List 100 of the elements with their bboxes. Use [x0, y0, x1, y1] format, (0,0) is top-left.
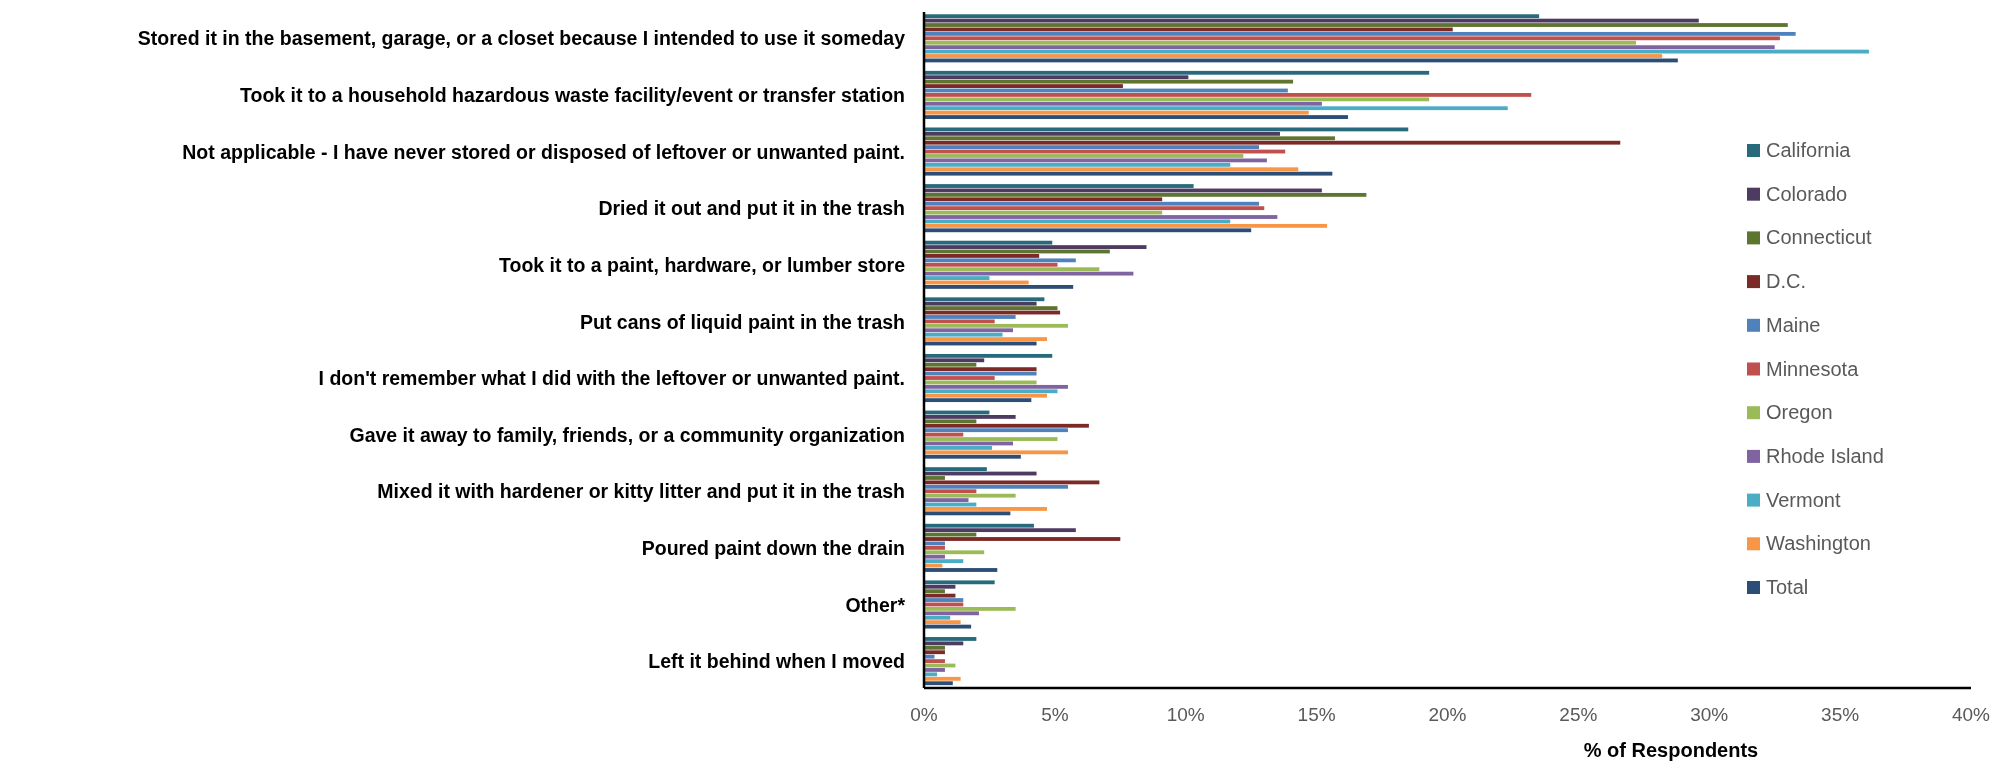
bar: [924, 315, 1016, 319]
bar: [924, 523, 1034, 528]
bar: [924, 136, 1335, 141]
bar: [924, 423, 1089, 428]
legend-label: Connecticut: [1766, 226, 1873, 249]
y-tick-label: Mixed it with hardener or kitty litter and put it in the trash: [377, 480, 905, 503]
y-tick-label: Left it behind when I moved: [648, 650, 905, 673]
bar: [924, 428, 1068, 433]
bar: [924, 358, 985, 363]
bar: [924, 197, 1163, 202]
y-tick-label: Dried it out and put it in the trash: [598, 197, 905, 220]
bar: [924, 528, 1076, 533]
bar: [924, 489, 977, 494]
bar: [924, 650, 945, 655]
bar: [924, 162, 1231, 167]
bar: [924, 511, 1011, 516]
bar: [924, 106, 1508, 111]
bar: [924, 31, 1796, 36]
bar: [924, 615, 951, 620]
bar: [924, 437, 1058, 441]
bar: [924, 127, 1409, 132]
legend-label: Washington: [1766, 532, 1871, 555]
bar: [924, 131, 1280, 136]
bar: [924, 184, 1194, 188]
y-tick-label: I don't remember what I did with the leftover or unwanted paint.: [318, 367, 905, 390]
bar: [924, 271, 1134, 276]
x-tick-label: 30%: [1690, 704, 1729, 725]
bar: [924, 154, 1244, 158]
y-tick-label: Other*: [845, 593, 906, 616]
bar: [924, 681, 953, 686]
bar: [924, 167, 1299, 172]
bar: [924, 201, 1260, 206]
bar: [924, 323, 1068, 328]
bar: [924, 262, 1058, 267]
bar: [924, 498, 969, 503]
bar: [924, 589, 945, 594]
bar: [924, 192, 1367, 197]
bar: [924, 550, 985, 555]
bar: [924, 337, 1048, 342]
bar: [924, 611, 979, 616]
bar: [924, 554, 945, 559]
bar: [924, 306, 1058, 311]
bar: [924, 376, 995, 380]
bar: [924, 476, 945, 480]
bar: [924, 101, 1322, 106]
bar: [924, 537, 1121, 541]
bar: [924, 215, 1278, 219]
legend-label: Rhode Island: [1766, 444, 1884, 467]
bar: [924, 45, 1775, 50]
bar: [924, 145, 1260, 150]
bar: [924, 110, 1309, 115]
bar: [924, 580, 995, 585]
bar: [924, 240, 1053, 245]
bar: [924, 584, 956, 589]
bar: [924, 97, 1430, 102]
bar: [924, 258, 1076, 263]
bar: [924, 624, 972, 629]
bar: [924, 301, 1037, 306]
x-axis-title: % of Respondents: [1583, 739, 1759, 761]
bar: [924, 454, 1021, 459]
bar: [924, 598, 964, 602]
bar: [924, 353, 1053, 358]
x-tick-label: 25%: [1559, 704, 1598, 725]
bar: [924, 362, 977, 367]
legend-label: Colorado: [1766, 182, 1848, 205]
bar: [924, 23, 1788, 27]
bar: [924, 158, 1267, 163]
x-tick-label: 10%: [1166, 704, 1205, 725]
x-tick-label: 5%: [1041, 704, 1069, 725]
bar: [924, 398, 1032, 403]
bar: [924, 620, 961, 625]
bar: [924, 54, 1663, 58]
bar: [924, 328, 1013, 333]
legend-label: California: [1766, 139, 1852, 161]
y-tick-label: Gave it away to family, friends, or a community organization: [349, 423, 905, 446]
legend-label: Minnesota: [1766, 357, 1860, 380]
bar: [924, 49, 1869, 54]
bar: [924, 40, 1636, 45]
legend-label: Oregon: [1766, 401, 1833, 424]
legend-label: Total: [1766, 576, 1809, 598]
bar: [924, 84, 1123, 88]
bar: [924, 645, 945, 650]
bar: [924, 254, 1040, 258]
bar: [924, 14, 1540, 19]
bar: [924, 568, 998, 572]
bar: [924, 171, 1333, 176]
y-tick-label: Took it to a paint, hardware, or lumber store: [499, 253, 906, 276]
bar: [924, 319, 995, 324]
bar: [924, 223, 1328, 228]
bar: [924, 140, 1621, 145]
bar: [924, 267, 1100, 272]
bar: [924, 206, 1265, 211]
legend-label: D.C.: [1766, 270, 1806, 293]
x-tick-label: 0%: [910, 704, 938, 725]
bar: [924, 79, 1294, 84]
bar: [924, 419, 977, 424]
legend-label: Vermont: [1766, 488, 1841, 511]
bar: [924, 606, 1016, 611]
bar: [924, 415, 1016, 419]
bar: [924, 18, 1699, 23]
